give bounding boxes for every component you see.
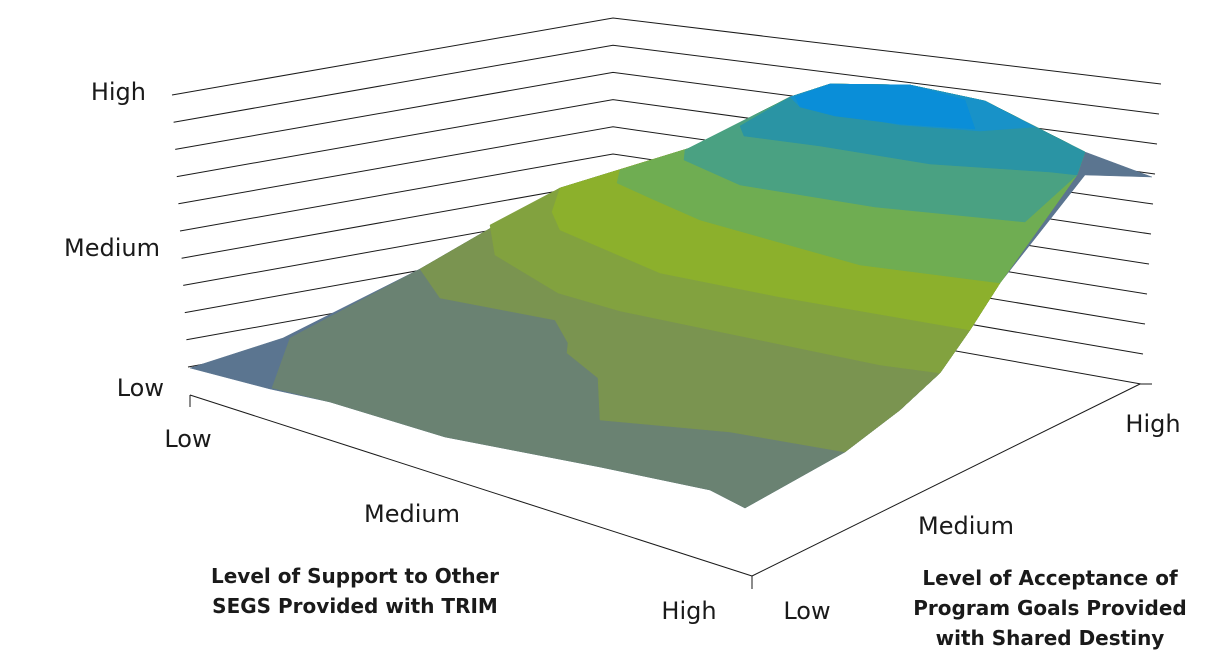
y-tick-low: Low — [783, 597, 830, 625]
y-tick-high: High — [1125, 410, 1180, 438]
x-tick-high: High — [661, 597, 716, 625]
x-axis-line — [189, 394, 753, 577]
z-tick-medium: Medium — [64, 234, 160, 262]
x-tick-low: Low — [164, 425, 211, 453]
y-axis-title: Level of Acceptance of Program Goals Pro… — [913, 566, 1186, 650]
x-tick-medium: Medium — [364, 500, 460, 528]
y-tick-medium: Medium — [918, 512, 1014, 540]
z-tick-low: Low — [117, 374, 164, 402]
surface-plot — [189, 83, 1153, 509]
y-axis-title-line-1: Level of Acceptance of — [922, 566, 1178, 590]
gridline — [171, 17, 1162, 96]
x-axis-title-line-1: Level of Support to Other — [211, 564, 499, 588]
y-axis-line — [751, 383, 1141, 577]
gridline — [173, 44, 1160, 123]
y-axis-tick-labels: Low Medium High — [783, 410, 1180, 625]
y-axis-title-line-2: Program Goals Provided — [913, 596, 1186, 620]
surface-band-level-9 — [794, 83, 976, 130]
x-axis-title-line-2: SEGS Provided with TRIM — [212, 594, 498, 618]
z-tick-high: High — [91, 78, 146, 106]
x-axis-tick-labels: Low Medium High — [164, 425, 716, 625]
floor-axes — [189, 383, 1152, 589]
z-axis-tick-labels: High Medium Low — [64, 78, 164, 402]
x-axis-title: Level of Support to Other SEGS Provided … — [211, 564, 499, 618]
y-axis-title-line-3: with Shared Destiny — [936, 626, 1165, 650]
